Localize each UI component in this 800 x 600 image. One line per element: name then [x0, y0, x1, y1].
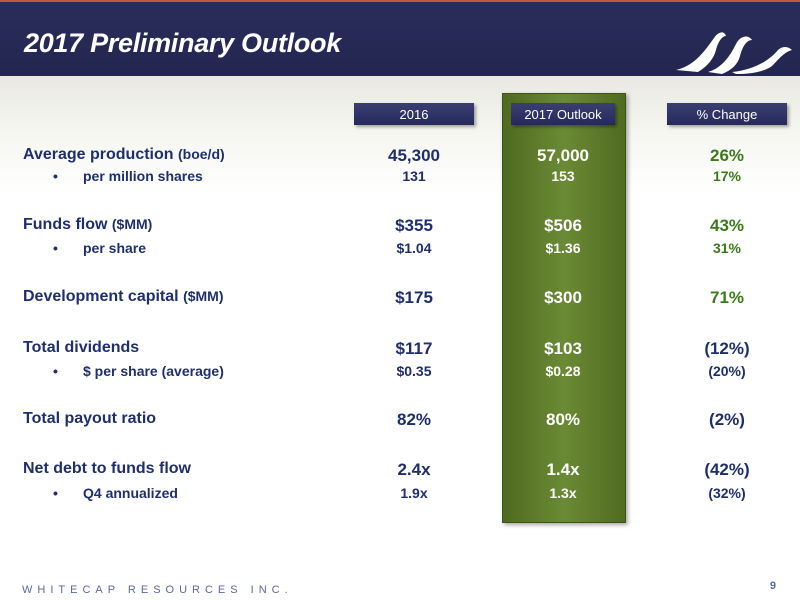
value-change: (32%)	[708, 485, 746, 501]
value-2016: $175	[395, 288, 433, 307]
row-unit: ($MM)	[183, 288, 224, 304]
value-change: (20%)	[708, 363, 746, 379]
page-title: 2017 Preliminary Outlook	[24, 28, 341, 58]
value-2017: 1.3x	[549, 485, 577, 501]
bullet-icon: •	[53, 168, 58, 184]
table-row: • per million shares 131 153 17%	[0, 168, 800, 190]
value-change: (2%)	[709, 410, 745, 429]
value-2017: $1.36	[545, 240, 581, 256]
value-change: (42%)	[704, 460, 750, 479]
value-2016: 45,300	[388, 146, 440, 165]
value-2016: $1.04	[396, 240, 432, 256]
value-2016: $117	[395, 339, 433, 358]
row-label: Net debt to funds flow	[23, 460, 191, 477]
value-2017: 153	[551, 168, 575, 184]
table-row: • Q4 annualized 1.9x 1.3x (32%)	[0, 485, 800, 507]
value-change: 43%	[709, 216, 745, 235]
row-label: • per million shares	[53, 168, 203, 184]
table-row: Net debt to funds flow 2.4x 1.4x (42%)	[0, 460, 800, 482]
value-2017: $300	[544, 288, 582, 307]
column-header-2017-outlook: 2017 Outlook	[511, 103, 615, 125]
table-row: Funds flow ($MM) $355 $506 43%	[0, 216, 800, 238]
top-accent-stripe	[0, 0, 800, 2]
value-2016: 82%	[396, 410, 432, 429]
value-change: 26%	[709, 146, 745, 165]
bullet-icon: •	[53, 240, 58, 256]
value-2017: $506	[544, 216, 582, 235]
row-label: • $ per share (average)	[53, 363, 224, 379]
row-label: Total dividends	[23, 339, 140, 356]
background-wash	[0, 76, 800, 196]
row-label: Funds flow ($MM)	[23, 216, 153, 233]
value-2017: 57,000	[537, 146, 589, 165]
row-label: Development capital ($MM)	[23, 288, 224, 305]
footer-company-name: WHITECAP RESOURCES INC.	[22, 584, 293, 596]
bullet-icon: •	[53, 363, 58, 379]
value-2016: 131	[402, 168, 426, 184]
value-2017: 1.4x	[546, 460, 580, 479]
row-unit: ($MM)	[111, 216, 153, 232]
table-row: • per share $1.04 $1.36 31%	[0, 240, 800, 262]
table-row: Development capital ($MM) $175 $300 71%	[0, 288, 800, 310]
row-label: • Q4 annualized	[53, 485, 178, 501]
whitecap-wave-logo	[676, 32, 792, 74]
value-2017: $103	[544, 339, 582, 358]
value-change: 17%	[712, 168, 742, 184]
page-number: 9	[769, 580, 776, 592]
outlook-column-highlight	[502, 93, 626, 523]
value-2016: 2.4x	[397, 460, 431, 479]
value-2016: 1.9x	[400, 485, 428, 501]
table-row: Total payout ratio 82% 80% (2%)	[0, 410, 800, 432]
bullet-icon: •	[53, 485, 58, 501]
title-bar: 2017 Preliminary Outlook	[0, 2, 800, 76]
row-label: Average production (boe/d)	[23, 146, 225, 163]
value-2017: $0.28	[545, 363, 581, 379]
value-change: 31%	[712, 240, 742, 256]
table-row: Average production (boe/d) 45,300 57,000…	[0, 146, 800, 168]
row-unit: (boe/d)	[178, 146, 225, 162]
column-header-percent-change: % Change	[667, 103, 787, 125]
value-2016: $355	[395, 216, 433, 235]
column-header-2016: 2016	[354, 103, 474, 125]
value-change: (12%)	[704, 339, 750, 358]
value-2016: $0.35	[396, 363, 432, 379]
row-label: • per share	[53, 240, 147, 256]
row-label: Total payout ratio	[23, 410, 157, 427]
value-2017: 80%	[545, 410, 581, 429]
table-row: Total dividends $117 $103 (12%)	[0, 339, 800, 361]
table-row: • $ per share (average) $0.35 $0.28 (20%)	[0, 363, 800, 385]
value-change: 71%	[709, 288, 745, 307]
